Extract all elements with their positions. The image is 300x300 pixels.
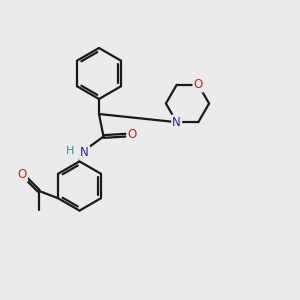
Text: O: O <box>194 78 203 91</box>
Text: N: N <box>80 146 89 160</box>
Text: H: H <box>65 146 74 156</box>
Text: O: O <box>18 168 27 181</box>
Text: O: O <box>128 128 136 142</box>
Text: N: N <box>172 116 181 129</box>
